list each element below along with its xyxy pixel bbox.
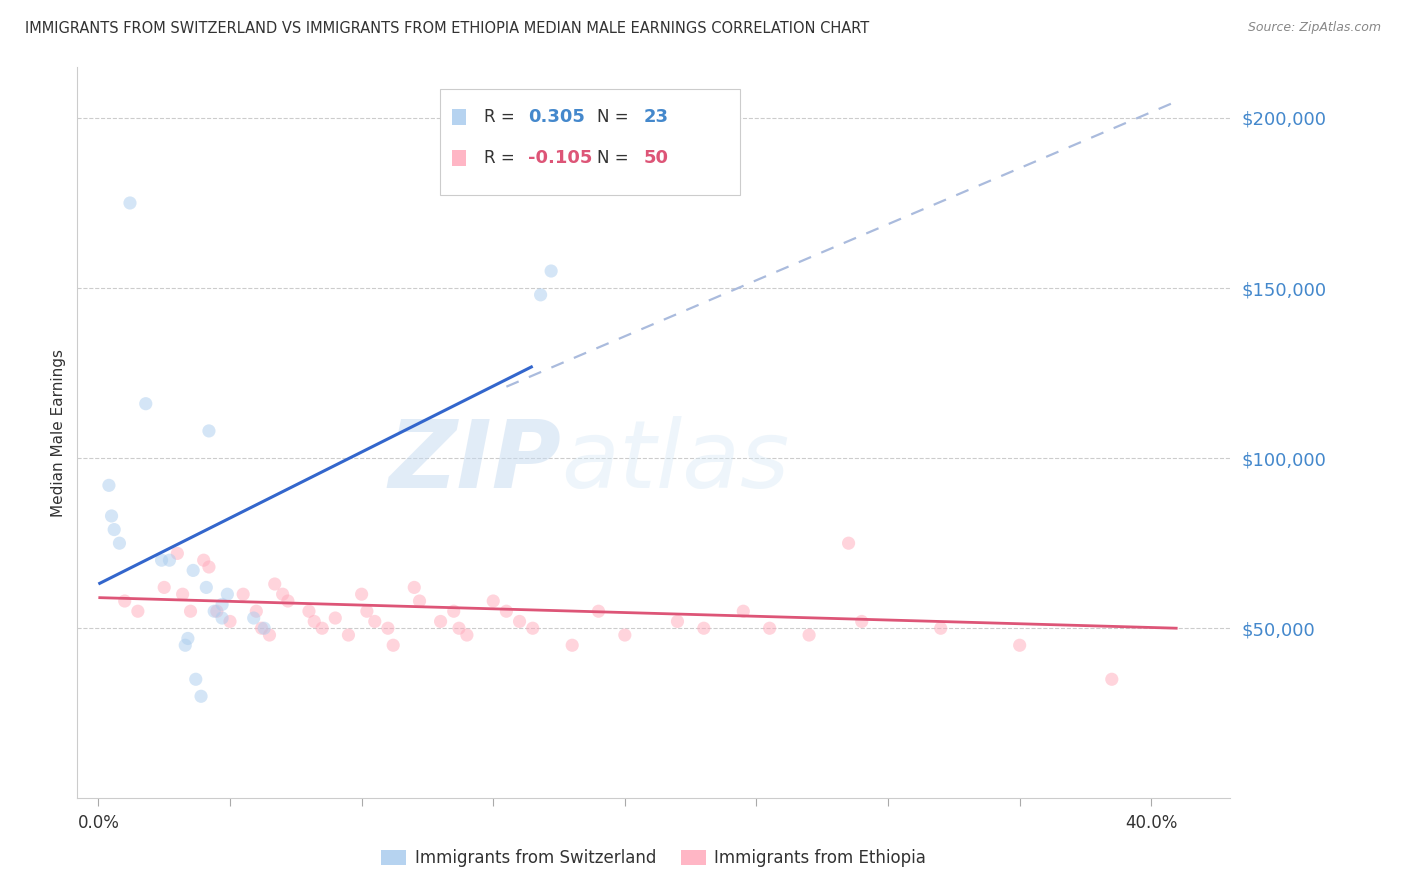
Point [253, 621, 276, 635]
Point [118, 196, 141, 211]
Point [302, 615, 325, 629]
Point [114, 594, 136, 608]
Point [177, 632, 200, 646]
Point [153, 581, 176, 595]
Point [159, 553, 181, 567]
Point [364, 615, 387, 629]
Point [797, 628, 820, 642]
Text: atlas: atlas [561, 417, 790, 508]
Point [198, 560, 221, 574]
Point [408, 594, 430, 608]
Point [195, 581, 218, 595]
Point [298, 604, 321, 618]
Text: N =: N = [598, 108, 634, 126]
Point [443, 604, 465, 618]
Point [205, 604, 228, 618]
Point [277, 594, 299, 608]
Point [217, 587, 239, 601]
Point [97, 478, 120, 492]
Point [1008, 638, 1031, 652]
Point [263, 577, 285, 591]
Point [613, 628, 636, 642]
Point [758, 621, 780, 635]
Bar [453, 150, 465, 167]
Point [588, 604, 610, 618]
Point [172, 587, 194, 601]
Text: -0.105: -0.105 [529, 149, 592, 168]
Point [851, 615, 873, 629]
Point [666, 615, 689, 629]
Point [540, 264, 562, 278]
Point [529, 288, 551, 302]
Point [929, 621, 952, 635]
Point [733, 604, 755, 618]
Point [166, 546, 188, 560]
Y-axis label: Median Male Earnings: Median Male Earnings [51, 349, 66, 516]
Point [184, 673, 207, 687]
Point [232, 587, 254, 601]
Point [429, 615, 451, 629]
Point [174, 638, 197, 652]
Point [323, 611, 346, 625]
Point [150, 553, 173, 567]
Point [219, 615, 242, 629]
Text: Source: ZipAtlas.com: Source: ZipAtlas.com [1247, 21, 1381, 35]
Point [509, 615, 531, 629]
Point [181, 563, 204, 577]
Text: 0.305: 0.305 [529, 108, 585, 126]
Point [337, 628, 360, 642]
Point [242, 611, 264, 625]
Point [356, 604, 378, 618]
Point [495, 604, 517, 618]
Point [190, 690, 212, 704]
Text: N =: N = [598, 149, 634, 168]
Point [377, 621, 399, 635]
Point [127, 604, 149, 618]
Text: R =: R = [484, 108, 520, 126]
Point [404, 581, 426, 595]
Legend: Immigrants from Switzerland, Immigrants from Ethiopia: Immigrants from Switzerland, Immigrants … [374, 843, 934, 874]
Point [259, 628, 281, 642]
Point [198, 424, 221, 438]
FancyBboxPatch shape [440, 89, 741, 195]
Text: ZIP: ZIP [388, 416, 561, 508]
Point [350, 587, 373, 601]
Text: R =: R = [484, 149, 520, 168]
Point [193, 553, 215, 567]
Bar [453, 109, 465, 125]
Point [838, 536, 860, 550]
Point [522, 621, 544, 635]
Point [100, 508, 122, 523]
Point [482, 594, 505, 608]
Point [180, 604, 202, 618]
Point [1101, 673, 1123, 687]
Point [211, 598, 233, 612]
Point [202, 604, 225, 618]
Point [693, 621, 716, 635]
Text: IMMIGRANTS FROM SWITZERLAND VS IMMIGRANTS FROM ETHIOPIA MEDIAN MALE EARNINGS COR: IMMIGRANTS FROM SWITZERLAND VS IMMIGRANT… [25, 21, 869, 37]
Point [561, 638, 583, 652]
Point [382, 638, 405, 652]
Point [311, 621, 333, 635]
Point [271, 587, 294, 601]
Point [103, 523, 125, 537]
Text: 50: 50 [644, 149, 668, 168]
Point [250, 621, 273, 635]
Point [108, 536, 131, 550]
Point [211, 611, 233, 625]
Point [135, 397, 157, 411]
Point [447, 621, 470, 635]
Point [245, 604, 267, 618]
Point [456, 628, 478, 642]
Text: 23: 23 [644, 108, 668, 126]
